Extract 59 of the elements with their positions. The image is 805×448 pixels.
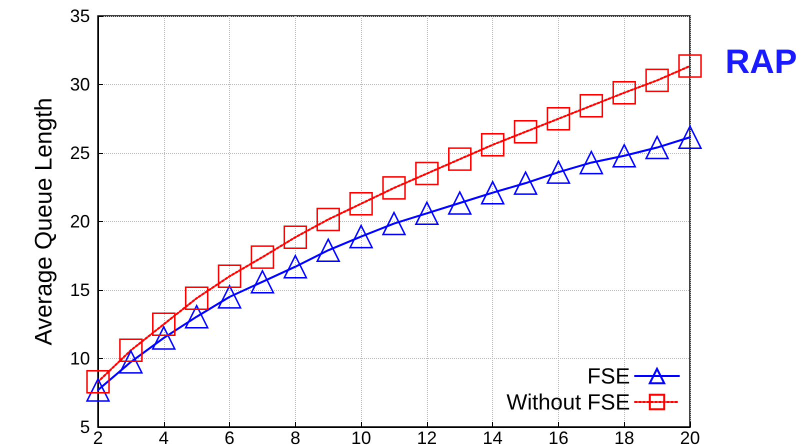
point: [218, 285, 242, 309]
x-tick-label: 14: [482, 428, 503, 448]
point: [184, 286, 208, 310]
point: [546, 160, 570, 184]
point: [678, 54, 702, 78]
y-tick-label: 25: [70, 143, 90, 163]
x-tick-label: 20: [680, 428, 700, 448]
point: [546, 107, 570, 130]
y-axis-title: Average Queue Length: [30, 98, 58, 346]
point: [645, 68, 669, 92]
point: [86, 370, 110, 394]
point: [382, 176, 406, 200]
point: [382, 212, 406, 236]
point: [645, 136, 669, 160]
point: [218, 264, 242, 288]
point: [152, 326, 176, 350]
legend-label: Without FSE: [506, 390, 630, 414]
point: [448, 147, 472, 171]
point: [415, 202, 439, 226]
point: [184, 304, 208, 328]
y-tick-label: 20: [70, 212, 90, 232]
point: [349, 192, 373, 216]
point: [349, 224, 373, 248]
point: [514, 120, 538, 144]
legend-label: FSE: [587, 364, 630, 388]
point: [316, 208, 340, 232]
x-tick-label: 8: [290, 428, 300, 448]
x-tick-label: 18: [614, 428, 634, 448]
point: [250, 245, 274, 269]
y-tick-label: 5: [80, 417, 90, 437]
point: [86, 378, 110, 402]
point: [250, 270, 274, 294]
point: [612, 144, 636, 168]
point: [284, 226, 308, 250]
y-tick-label: 30: [70, 74, 90, 94]
x-tick-label: 4: [158, 428, 169, 448]
y-tick-label: 15: [70, 280, 90, 300]
point: [119, 350, 143, 374]
x-tick-label: 16: [548, 428, 568, 448]
point: [480, 180, 504, 204]
y-tick-label: 35: [70, 6, 90, 26]
point: [284, 254, 308, 278]
point: [316, 238, 340, 262]
point: [152, 312, 176, 336]
point: [678, 125, 702, 149]
point: [514, 171, 538, 195]
point: [480, 133, 504, 157]
point: [612, 80, 636, 104]
x-tick-label: 6: [224, 428, 235, 448]
y-tick-label: 10: [70, 348, 90, 368]
point: [580, 150, 604, 174]
point: [119, 338, 143, 362]
point: [448, 191, 472, 215]
x-tick-label: 10: [351, 428, 372, 448]
x-tick-label: 12: [416, 428, 437, 448]
point: [415, 162, 439, 186]
text: RAP: [725, 43, 798, 81]
point: [580, 94, 604, 118]
x-tick-label: 2: [92, 428, 104, 448]
